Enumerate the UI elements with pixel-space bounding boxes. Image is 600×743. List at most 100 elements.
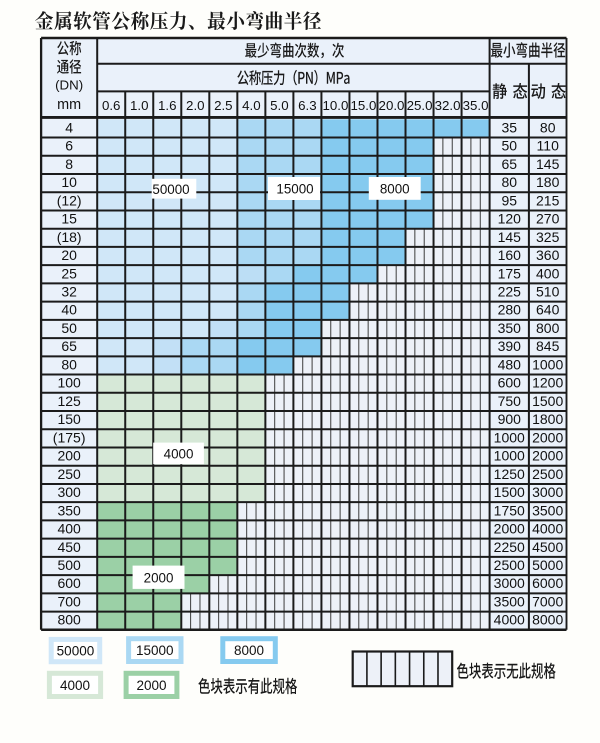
svg-text:100: 100 (57, 375, 81, 391)
svg-text:4.0: 4.0 (242, 98, 261, 113)
svg-text:32: 32 (61, 284, 77, 300)
svg-text:750: 750 (498, 393, 522, 409)
svg-text:0.6: 0.6 (102, 98, 121, 113)
svg-text:15000: 15000 (276, 182, 313, 197)
svg-text:480: 480 (498, 356, 522, 372)
svg-text:mm: mm (57, 97, 81, 113)
svg-text:1500: 1500 (494, 484, 525, 500)
svg-text:65: 65 (61, 338, 77, 354)
svg-text:50: 50 (61, 320, 77, 336)
svg-text:510: 510 (536, 284, 560, 300)
svg-text:20.0: 20.0 (379, 98, 405, 113)
svg-text:400: 400 (536, 265, 560, 281)
svg-text:15.0: 15.0 (351, 98, 377, 113)
svg-text:6000: 6000 (532, 575, 563, 591)
svg-text:8000: 8000 (380, 182, 410, 197)
svg-text:4000: 4000 (494, 612, 525, 628)
svg-text:6.3: 6.3 (298, 98, 317, 113)
svg-text:2250: 2250 (494, 539, 525, 555)
svg-text:6: 6 (65, 138, 73, 154)
svg-text:80: 80 (61, 356, 77, 372)
svg-text:15: 15 (61, 211, 77, 227)
svg-text:120: 120 (498, 211, 522, 227)
svg-text:50000: 50000 (57, 644, 95, 659)
svg-text:2.0: 2.0 (186, 98, 205, 113)
svg-text:3500: 3500 (494, 593, 525, 609)
svg-text:2000: 2000 (532, 448, 563, 464)
svg-text:7000: 7000 (532, 593, 563, 609)
svg-text:845: 845 (536, 338, 560, 354)
svg-text:5.0: 5.0 (270, 98, 289, 113)
svg-text:2000: 2000 (144, 570, 174, 585)
svg-text:(DN): (DN) (55, 78, 83, 93)
svg-text:1000: 1000 (494, 448, 525, 464)
svg-text:900: 900 (498, 411, 522, 427)
svg-text:2000: 2000 (494, 521, 525, 537)
svg-text:1200: 1200 (532, 375, 563, 391)
svg-text:1250: 1250 (494, 466, 525, 482)
svg-text:175: 175 (498, 265, 522, 281)
svg-text:80: 80 (501, 174, 517, 190)
svg-text:360: 360 (536, 247, 560, 263)
svg-text:32.0: 32.0 (435, 98, 461, 113)
svg-text:1000: 1000 (494, 429, 525, 445)
svg-text:65: 65 (501, 156, 517, 172)
svg-text:1.0: 1.0 (130, 98, 149, 113)
svg-text:50000: 50000 (152, 182, 189, 197)
svg-text:3500: 3500 (532, 502, 563, 518)
svg-text:150: 150 (57, 411, 81, 427)
svg-text:4000: 4000 (532, 521, 563, 537)
svg-text:95: 95 (501, 192, 517, 208)
svg-text:25: 25 (61, 265, 77, 281)
svg-text:3000: 3000 (532, 484, 563, 500)
svg-text:800: 800 (57, 612, 81, 628)
svg-text:700: 700 (57, 593, 81, 609)
svg-text:390: 390 (498, 338, 522, 354)
svg-text:15000: 15000 (136, 643, 174, 658)
svg-text:25.0: 25.0 (407, 98, 433, 113)
svg-text:110: 110 (537, 138, 560, 154)
svg-text:1.6: 1.6 (158, 98, 177, 113)
svg-text:80: 80 (540, 119, 556, 135)
svg-text:300: 300 (57, 484, 81, 500)
svg-text:145: 145 (498, 229, 522, 245)
svg-text:270: 270 (536, 211, 560, 227)
svg-text:4000: 4000 (164, 447, 194, 462)
svg-text:5000: 5000 (532, 557, 563, 573)
svg-text:(12): (12) (57, 192, 82, 208)
svg-text:1500: 1500 (532, 393, 563, 409)
svg-text:2.5: 2.5 (214, 98, 233, 113)
svg-text:(18): (18) (57, 229, 82, 245)
svg-text:8000: 8000 (532, 612, 563, 628)
svg-text:4: 4 (65, 119, 73, 135)
svg-text:600: 600 (57, 575, 81, 591)
svg-text:2500: 2500 (494, 557, 525, 573)
svg-text:225: 225 (498, 284, 522, 300)
svg-text:50: 50 (501, 138, 517, 154)
svg-text:325: 325 (536, 229, 560, 245)
svg-text:250: 250 (57, 466, 81, 482)
svg-text:2000: 2000 (136, 678, 166, 693)
svg-text:600: 600 (498, 375, 522, 391)
svg-text:350: 350 (57, 502, 81, 518)
svg-text:215: 215 (536, 192, 560, 208)
svg-text:400: 400 (57, 521, 81, 537)
svg-text:4500: 4500 (532, 539, 563, 555)
svg-text:2000: 2000 (532, 429, 563, 445)
svg-text:3000: 3000 (494, 575, 525, 591)
svg-text:1750: 1750 (494, 502, 525, 518)
svg-text:1800: 1800 (532, 411, 563, 427)
svg-text:1000: 1000 (532, 356, 563, 372)
svg-text:280: 280 (498, 302, 522, 318)
svg-text:160: 160 (498, 247, 522, 263)
svg-text:350: 350 (498, 320, 522, 336)
svg-text:20: 20 (61, 247, 77, 263)
svg-text:450: 450 (57, 539, 81, 555)
svg-text:640: 640 (536, 302, 560, 318)
svg-text:180: 180 (536, 174, 560, 190)
svg-text:4000: 4000 (60, 678, 90, 693)
svg-text:8000: 8000 (234, 643, 264, 658)
svg-text:800: 800 (536, 320, 560, 336)
svg-text:40: 40 (61, 302, 77, 318)
svg-text:(175): (175) (53, 429, 86, 445)
